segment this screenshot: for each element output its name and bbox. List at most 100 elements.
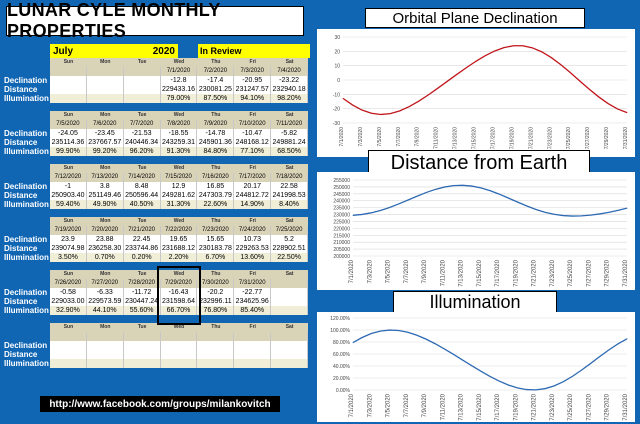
declination-cell: [87, 76, 124, 85]
distance-cell: 240446.34: [124, 138, 161, 147]
day-header: Wed: [173, 112, 185, 118]
review-label: In Review: [198, 44, 310, 58]
data-point: [361, 214, 363, 215]
declination-cell: -20.95: [234, 76, 272, 85]
x-tick-label: 7/17/2020: [495, 259, 501, 286]
day-header: Fri: [249, 165, 256, 171]
x-tick-label: 7/15/2020: [477, 259, 483, 286]
current-day-highlight: [157, 266, 201, 325]
distance-cell: 237667.57: [87, 138, 124, 147]
data-point: [398, 330, 400, 331]
day-header: Sun: [63, 324, 74, 330]
group-url-link[interactable]: http://www.facebook.com/groups/milankovi…: [40, 396, 280, 412]
row-label-declination: Declination: [4, 76, 48, 85]
illumination-cell: [87, 94, 124, 103]
data-point: [489, 190, 491, 192]
x-tick-label: 7/23/2020: [550, 393, 556, 420]
data-point: [513, 45, 514, 47]
row-label-distance: Distance: [4, 244, 38, 253]
x-tick-label: 7/3/2020: [367, 393, 373, 417]
declination-cell: -0.58: [50, 288, 87, 297]
declination-cell: 15.65: [197, 235, 235, 244]
date-cell: 7/21/2020: [124, 226, 161, 235]
date-cell: 7/22/2020: [161, 226, 198, 235]
y-tick-label: 200000: [333, 254, 350, 260]
distance-cell: [271, 350, 309, 359]
date-cell: 7/30/2020: [197, 279, 235, 288]
data-point: [617, 108, 618, 110]
date-cell: 7/20/2020: [87, 226, 124, 235]
y-tick-label: 100.00%: [330, 328, 350, 334]
distance-row: [50, 350, 309, 359]
data-point: [371, 112, 372, 114]
x-tick-label: 7/21/2020: [528, 127, 534, 149]
day-header: Tue: [137, 271, 147, 277]
day-header: Fri: [249, 112, 256, 118]
declination-row: -0.58 -6.33 -11.72 -16.43 -20.2 -22.77: [50, 288, 309, 297]
distance-cell: 229263.53: [234, 244, 272, 253]
row-label-declination: Declination: [4, 288, 48, 297]
day-header: Sat: [285, 59, 294, 65]
distance-cell: [87, 85, 124, 94]
declination-cell: [124, 341, 161, 350]
date-row: [50, 332, 309, 341]
date-cell: 7/16/2020: [197, 173, 235, 182]
data-point: [571, 215, 573, 217]
declination-cell: [87, 341, 124, 350]
declination-row: 23.9 23.88 22.45 19.65 15.65 10.73 5.2: [50, 235, 309, 244]
date-cell: 7/10/2020: [234, 120, 272, 129]
illumination-cell: 77.10%: [234, 147, 272, 156]
illumination-row: 79.00% 87.50% 94.10% 98.20%: [50, 94, 309, 103]
distance-cell: 243259.31: [161, 138, 198, 147]
date-cell: 7/13/2020: [87, 173, 124, 182]
illumination-row: [50, 359, 309, 368]
date-cell: 7/2/2020: [197, 67, 235, 76]
declination-cell: 16.85: [197, 182, 235, 191]
illumination-cell: 66.70%: [161, 306, 198, 315]
data-point: [389, 329, 390, 331]
data-point: [553, 213, 555, 215]
x-tick-label: 7/3/2020: [367, 259, 373, 283]
data-point: [560, 64, 562, 66]
data-point: [550, 57, 552, 58]
row-labels: Declination Distance Illumination: [4, 182, 50, 209]
day-header: Tue: [137, 112, 147, 118]
week-block: Declination Distance Illumination Sun Mon Tue…: [4, 270, 309, 316]
date-cell: 7/28/2020: [124, 279, 161, 288]
illumination-cell: 84.80%: [197, 147, 235, 156]
distance-cell: 239074.98: [50, 244, 87, 253]
date-cell: 7/5/2020: [50, 120, 87, 129]
distance-cell: 234625.96: [234, 297, 272, 306]
y-tick-label: 120.00%: [330, 316, 350, 322]
data-point: [443, 186, 445, 188]
day-header: Sat: [285, 165, 294, 171]
date-cell: [271, 279, 309, 288]
row-label-illumination: Illumination: [4, 200, 49, 209]
x-tick-label: 7/29/2020: [605, 259, 611, 286]
distance-cell: 231688.12: [161, 244, 198, 253]
date-cell: 7/8/2020: [161, 120, 198, 129]
data-point: [544, 211, 546, 213]
distance-cell: 244812.72: [234, 191, 272, 200]
date-cell: 7/7/2020: [124, 120, 161, 129]
declination-cell: -14.78: [197, 129, 235, 138]
illumination-cell: 49.90%: [87, 200, 124, 209]
data-point: [494, 50, 495, 52]
distance-cell: 250596.44: [124, 191, 161, 200]
distance-cell: [234, 350, 272, 359]
illumination-cell: [87, 359, 124, 368]
day-header-row: Sun Mon Tue Wed Thu Fri Sat: [50, 164, 308, 173]
data-point: [503, 47, 505, 49]
data-point: [407, 331, 409, 333]
x-tick-label: 7/27/2020: [586, 259, 592, 286]
month-label: July: [50, 44, 150, 58]
data-point: [416, 195, 418, 197]
row-label-illumination: Illumination: [4, 359, 49, 368]
day-header: Tue: [137, 324, 147, 330]
day-header: Wed: [173, 271, 185, 277]
date-cell: [124, 67, 161, 76]
declination-cell: -5.82: [271, 129, 309, 138]
date-cell: [234, 332, 272, 341]
illumination-cell: [197, 359, 235, 368]
date-cell: [197, 332, 235, 341]
